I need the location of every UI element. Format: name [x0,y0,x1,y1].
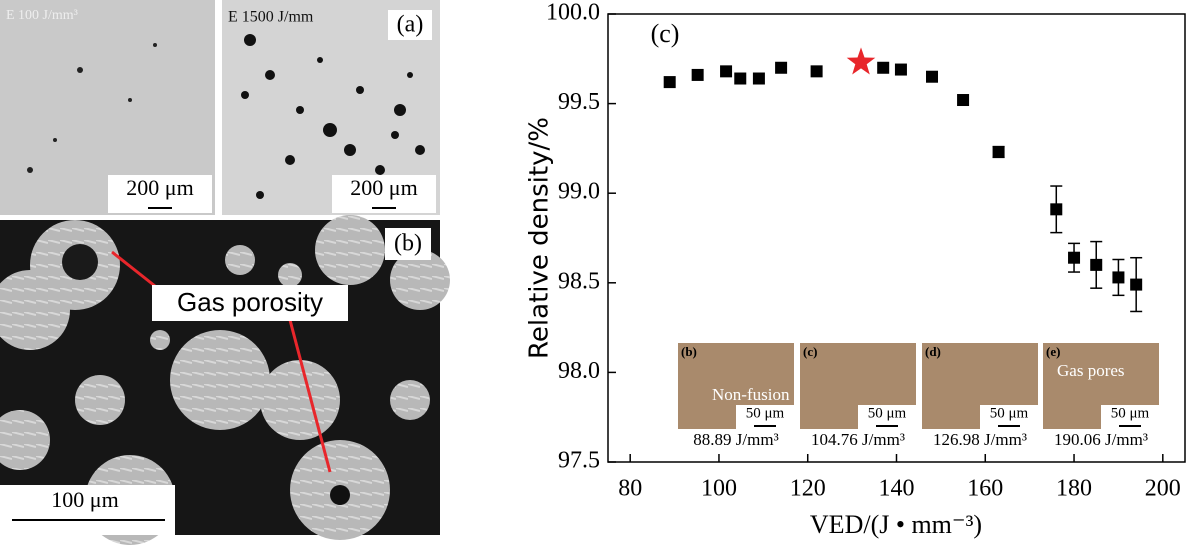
y-tick-label: 100.0 [546,0,600,26]
inset-scale: 50 μm [868,405,907,421]
scale-label: 200 μm [350,175,417,200]
inset-caption: 104.76 J/mm³ [811,430,905,449]
data-point [720,65,733,78]
inset-tag: (d) [925,344,941,359]
inset-scale: 50 μm [746,405,785,421]
x-axis-label: VED/(J • mm⁻³) [810,510,982,539]
data-point [992,145,1005,158]
x-tick-label: 180 [1056,476,1092,502]
arrow [288,319,332,473]
x-tick-label: 200 [1145,476,1181,502]
panel-tag: (a) [397,12,424,38]
y-axis-label: Relative density/% [525,117,555,359]
pores [241,34,425,199]
inset-scale: 50 μm [1111,405,1150,421]
scale-box [332,175,436,213]
x-tick-label: 140 [879,476,915,502]
pore [330,485,350,505]
y-tick-label: 97.5 [558,448,600,474]
data-point [752,72,765,85]
inset-caption: 126.98 J/mm³ [933,430,1027,449]
y-tick-label: 99.0 [558,179,600,205]
y-tick-label: 98.5 [558,268,600,294]
data-point [957,94,970,107]
scale-label: 200 μm [126,175,193,200]
highlight-star [846,47,876,75]
annotation: Gas porosity [177,287,323,317]
data-point [926,70,939,83]
annotation-box [152,285,348,321]
arrow [111,250,161,292]
scale-label: 100 μm [51,487,118,512]
panel-tag: (c) [651,19,680,48]
data-point [775,61,788,74]
panel-label: E 1500 J/mm [228,9,314,26]
data-point [1130,278,1143,291]
tag-box [385,228,431,260]
x-tick-label: 120 [790,476,826,502]
x-tick-label: 100 [701,476,737,502]
inset-scale: 50 μm [990,405,1029,421]
panel-label: E 100 J/mm³ [6,8,78,23]
inset-caption: 190.06 J/mm³ [1054,430,1148,449]
tag-box [388,10,432,40]
scale-box [108,175,212,213]
inset-tag: (b) [681,344,697,359]
inset-annotation: Gas pores [1057,361,1125,380]
inset-tag: (e) [1046,344,1060,359]
panel-tag: (b) [394,231,422,257]
data-point [734,72,747,85]
inset-caption: 88.89 J/mm³ [693,430,778,449]
particles [0,215,450,545]
pores [27,43,157,173]
data-point [894,63,907,76]
y-tick-label: 98.0 [558,358,600,384]
data-point [1068,251,1081,264]
data-point [691,68,704,81]
inset-tag: (c) [803,344,817,359]
x-tick-label: 160 [967,476,1003,502]
data-point [877,61,890,74]
y-tick-label: 99.5 [558,89,600,115]
pore [62,244,98,280]
scale-box [0,485,175,535]
x-tick-label: 80 [618,476,642,502]
data-point [663,76,676,89]
data-point [1050,203,1063,216]
data-point [810,65,823,78]
data-point [1112,271,1125,284]
data-point [1090,258,1103,271]
